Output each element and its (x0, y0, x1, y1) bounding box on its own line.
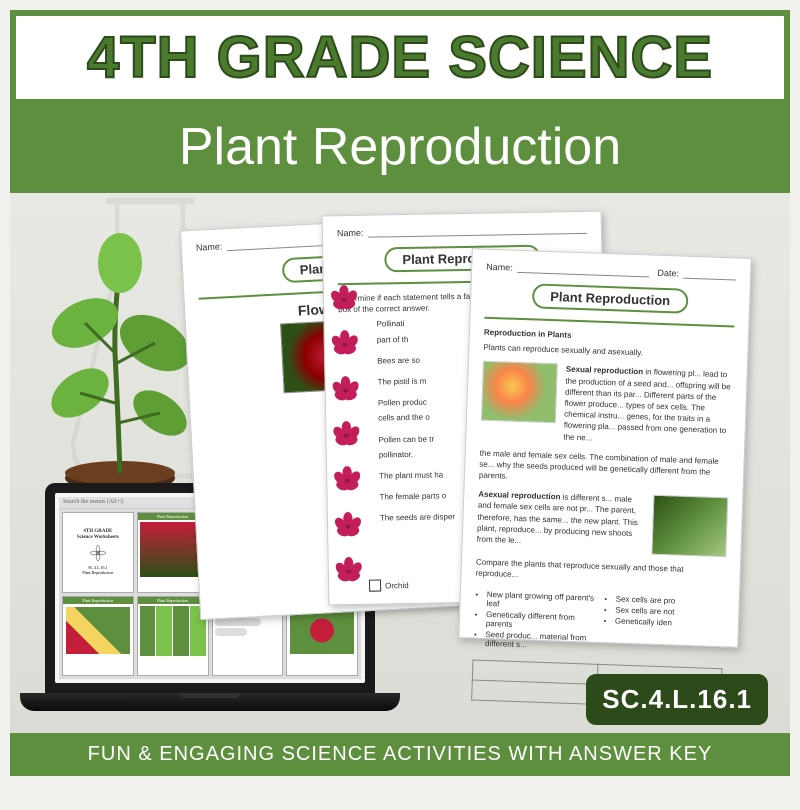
flower-icon (331, 375, 359, 403)
flower-icon (332, 421, 360, 449)
flower-border (330, 276, 368, 595)
standard-badge: SC.4.L.16.1 (586, 674, 768, 725)
bullet: Seed produc... material from different s… (485, 630, 595, 652)
bullet: New plant growing off parent's leaf (486, 590, 596, 612)
slide-thumb: Plant Reproduction (62, 596, 134, 677)
sexual-label: Sexual reproduction (566, 365, 644, 377)
sexual-text: in flowering pl... lead to the productio… (563, 368, 730, 442)
worksheet-reproduction: Name: Date: Plant Reproduction Reproduct… (458, 248, 751, 648)
sunflower-photo (481, 361, 558, 424)
product-cover: 4TH GRADE SCIENCE Plant Reproduction (0, 10, 800, 810)
cover-topic: Plant Reproduction (82, 570, 113, 575)
name-label: Name: (337, 228, 364, 238)
asexual-label: Asexual reproduction (478, 490, 561, 502)
flower-outline-icon (88, 543, 108, 563)
flower-icon (334, 512, 362, 540)
bullet: Genetically iden (615, 616, 724, 629)
content-area: Name: Plant R Flowers Name: Plant Reprod… (10, 193, 790, 733)
date-label: Date: (657, 268, 679, 279)
slide-cover: 4TH GRADE Science Worksheets SC.4.L.16.1… (62, 512, 134, 593)
cover-line2: Science Worksheets (77, 535, 119, 541)
orchid-label: Orchid (385, 581, 409, 590)
slide-thumb: Plant Reproduction (137, 596, 209, 677)
bullets-left: New plant growing off parent's leaf Gene… (485, 588, 596, 654)
bullet: Genetically different from parents (486, 610, 596, 632)
bullets-right: Sex cells are pro Sex cells are not Gene… (614, 592, 725, 658)
main-title: 4TH GRADE SCIENCE (16, 24, 784, 91)
flower-icon (335, 557, 363, 585)
flower-icon (333, 466, 361, 494)
name-label: Name: (196, 241, 223, 252)
checkbox-icon (369, 579, 381, 591)
header-subtitle-box: Plant Reproduction (10, 105, 790, 193)
subtitle: Plant Reproduction (10, 117, 790, 177)
sexual-text2: the male and female sex cells. The combi… (479, 447, 730, 489)
compare-text: Compare the plants that reproduce sexual… (475, 557, 726, 588)
flower-icon (330, 285, 358, 313)
name-label: Name: (486, 262, 513, 273)
fern-photo (651, 495, 728, 558)
flower-icon (331, 330, 359, 358)
header-title-box: 4TH GRADE SCIENCE (10, 10, 790, 105)
ws-title: Plant Reproduction (532, 283, 689, 313)
footer-bar: FUN & ENGAGING SCIENCE ACTIVITIES WITH A… (10, 733, 790, 776)
footer-text: FUN & ENGAGING SCIENCE ACTIVITIES WITH A… (10, 743, 790, 766)
laptop-base (20, 693, 400, 711)
